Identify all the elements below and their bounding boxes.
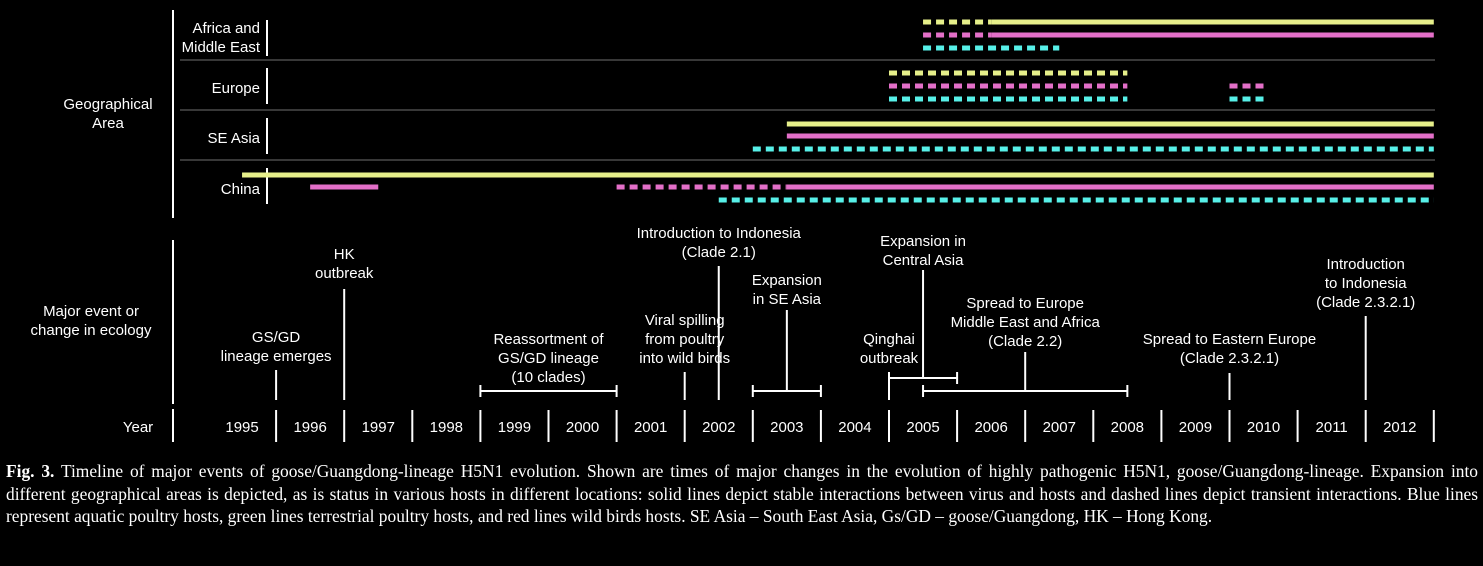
- event-label-reassortment: (10 clades): [511, 369, 585, 386]
- caption-text: Timeline of major events of goose/Guangd…: [6, 461, 1478, 526]
- event-label-reassortment: Reassortment of: [493, 331, 604, 348]
- event-label-spread-europe-africa: Spread to Europe: [966, 295, 1084, 312]
- event-label-introduction-indonesia-2-1: (Clade 2.1): [682, 244, 756, 261]
- event-label-hk-outbreak: HK: [334, 246, 355, 263]
- section-label-major-event: Major event or: [43, 303, 139, 320]
- event-label-gs-gd-lineage-emerges: GS/GD: [252, 329, 301, 346]
- year-label-2008: 2008: [1111, 419, 1144, 436]
- section-label-major-event: change in ecology: [31, 322, 152, 339]
- event-label-spread-europe-africa: Middle East and Africa: [951, 314, 1101, 331]
- region-label-china: China: [221, 181, 261, 198]
- event-label-introduction-indonesia-2-3-2-1: (Clade 2.3.2.1): [1316, 294, 1415, 311]
- event-label-introduction-indonesia-2-3-2-1: to Indonesia: [1325, 275, 1407, 292]
- year-label-2012: 2012: [1383, 419, 1416, 436]
- year-label-2011: 2011: [1316, 419, 1348, 436]
- event-label-spread-europe-africa: (Clade 2.2): [988, 333, 1062, 350]
- year-label-2005: 2005: [906, 419, 939, 436]
- region-label-europe: Europe: [212, 80, 260, 97]
- region-label-africa-middle-east: Africa and: [192, 20, 260, 37]
- region-label-se-asia: SE Asia: [207, 130, 260, 147]
- event-label-spread-eastern-europe: (Clade 2.3.2.1): [1180, 350, 1279, 367]
- section-label-geographical-area: Geographical: [63, 96, 152, 113]
- event-label-introduction-indonesia-2-1: Introduction to Indonesia: [637, 225, 802, 242]
- event-label-qinghai-outbreak: outbreak: [860, 350, 919, 367]
- year-label-2006: 2006: [974, 419, 1007, 436]
- figure-caption: Fig. 3. Timeline of major events of goos…: [6, 460, 1478, 528]
- event-label-reassortment: GS/GD lineage: [498, 350, 599, 367]
- year-label-1996: 1996: [293, 419, 326, 436]
- year-label-2003: 2003: [770, 419, 803, 436]
- event-label-viral-spilling: Viral spilling: [645, 312, 725, 329]
- caption-label: Fig. 3.: [6, 461, 55, 481]
- section-label-geographical-area: Area: [92, 115, 124, 132]
- year-label-1999: 1999: [498, 419, 531, 436]
- event-label-hk-outbreak: outbreak: [315, 265, 374, 282]
- year-label-1995: 1995: [225, 419, 258, 436]
- year-label-2009: 2009: [1179, 419, 1212, 436]
- event-label-introduction-indonesia-2-3-2-1: Introduction: [1327, 256, 1405, 273]
- section-label-year: Year: [123, 419, 153, 436]
- region-label-africa-middle-east: Middle East: [182, 39, 261, 56]
- year-label-2010: 2010: [1247, 419, 1280, 436]
- year-label-2002: 2002: [702, 419, 735, 436]
- year-label-2007: 2007: [1043, 419, 1076, 436]
- year-label-2000: 2000: [566, 419, 599, 436]
- event-label-gs-gd-lineage-emerges: lineage emerges: [221, 348, 332, 365]
- year-label-1998: 1998: [430, 419, 463, 436]
- timeline-figure: Geographical Area Major event or change in …: [31, 10, 1435, 442]
- year-label-2001: 2001: [634, 419, 667, 436]
- event-label-qinghai-outbreak: Qinghai: [863, 331, 915, 348]
- event-label-expansion-central-asia: Central Asia: [883, 252, 965, 269]
- event-label-expansion-central-asia: Expansion in: [880, 233, 966, 250]
- event-label-spread-eastern-europe: Spread to Eastern Europe: [1143, 331, 1316, 348]
- year-label-2004: 2004: [838, 419, 871, 436]
- event-label-expansion-se-asia: Expansion: [752, 272, 822, 289]
- event-label-expansion-se-asia: in SE Asia: [753, 291, 822, 308]
- event-label-viral-spilling: from poultry: [645, 331, 725, 348]
- event-label-viral-spilling: into wild birds: [639, 350, 730, 367]
- year-label-1997: 1997: [362, 419, 395, 436]
